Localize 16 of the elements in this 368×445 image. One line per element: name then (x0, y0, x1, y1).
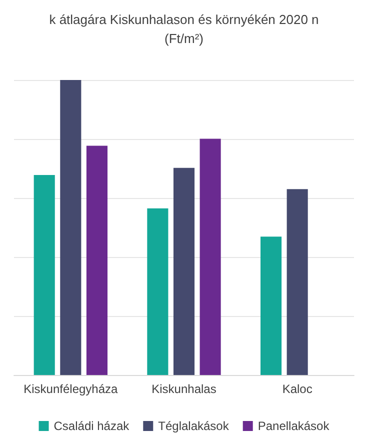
bar (147, 208, 168, 375)
chart-subtitle: (Ft/m²) (164, 31, 204, 46)
bar (200, 138, 221, 375)
bar (286, 189, 308, 375)
chart-title: k átlagára Kiskunhalason és környékén 2020 n (49, 12, 319, 27)
x-tick-label: Kiskunhalas (152, 382, 216, 396)
bar (86, 146, 108, 375)
bar (173, 168, 195, 375)
bar (34, 174, 55, 375)
legend-label: Téglalakások (158, 419, 230, 433)
x-tick-label: Kaloc (282, 382, 312, 396)
bar (260, 236, 282, 375)
bar (60, 80, 82, 375)
legend-label: Panellakások (258, 419, 330, 433)
x-tick-label: Kiskunfélegyháza (24, 382, 118, 396)
legend-label: Családi házak (54, 419, 130, 433)
